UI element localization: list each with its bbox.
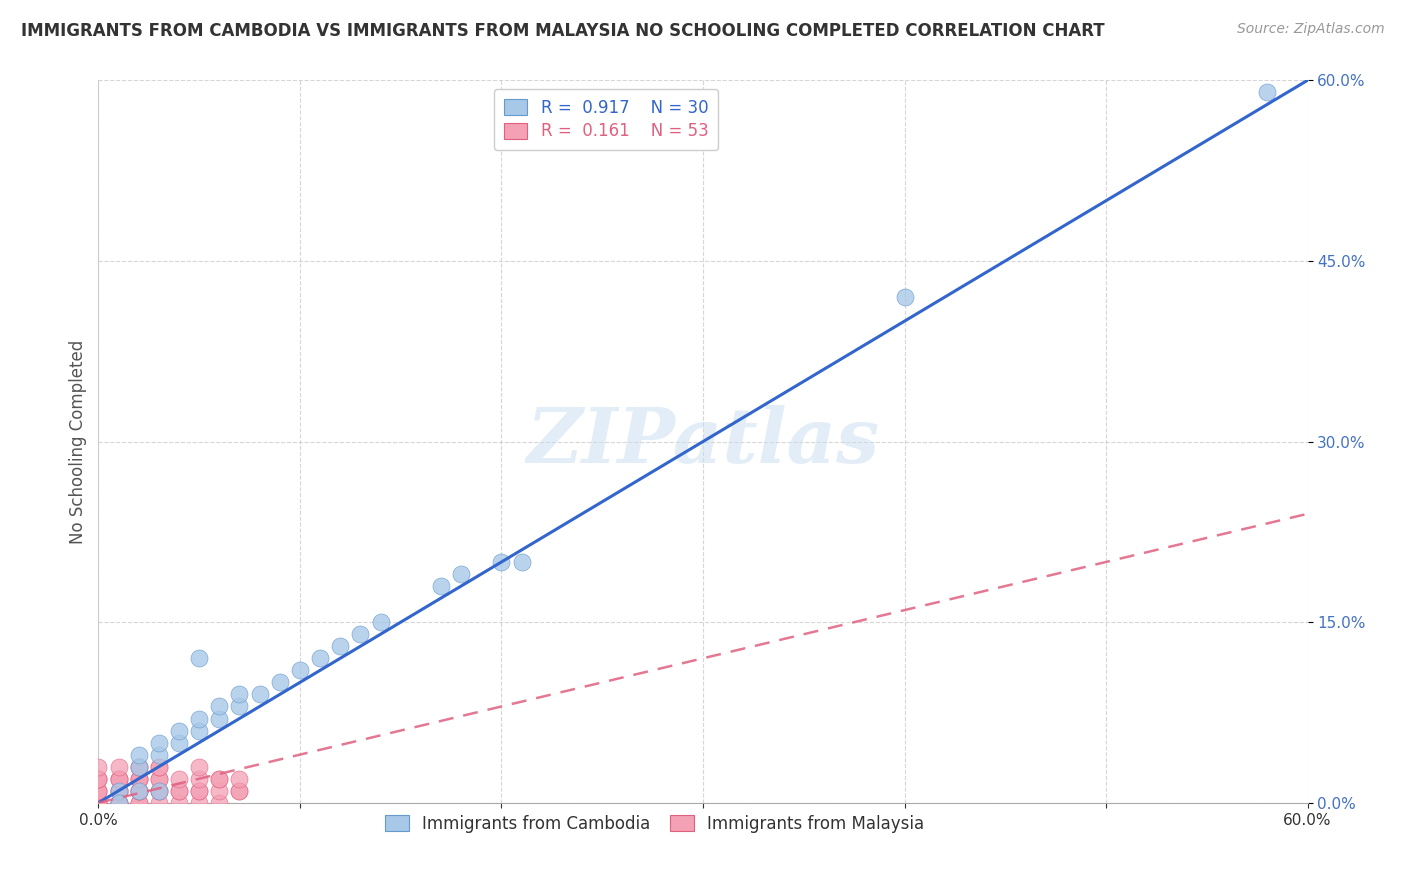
Point [208,699,231,714]
Text: ZIPatlas: ZIPatlas [526,405,880,478]
Point [128,760,150,774]
Point [128,760,150,774]
Point [87,796,110,810]
Point [228,772,250,786]
Point [208,796,231,810]
Point [107,796,129,810]
Point [107,796,129,810]
Point [430,579,453,593]
Point [148,796,170,810]
Point [148,772,170,786]
Point [208,784,231,798]
Point [107,796,129,810]
Point [188,796,211,810]
Text: Source: ZipAtlas.com: Source: ZipAtlas.com [1237,22,1385,37]
Point [107,784,129,798]
Point [128,784,150,798]
Point [450,567,472,582]
Point [491,555,513,569]
Point [128,772,150,786]
Legend: Immigrants from Cambodia, Immigrants from Malaysia: Immigrants from Cambodia, Immigrants fro… [377,806,932,841]
Point [128,772,150,786]
Point [188,784,211,798]
Point [167,796,190,810]
Point [208,772,231,786]
Point [87,772,110,786]
Point [167,723,190,738]
Point [128,772,150,786]
Point [148,772,170,786]
Point [510,555,533,569]
Point [128,760,150,774]
Point [107,772,129,786]
Point [87,784,110,798]
Point [128,784,150,798]
Point [107,772,129,786]
Point [167,735,190,749]
Text: IMMIGRANTS FROM CAMBODIA VS IMMIGRANTS FROM MALAYSIA NO SCHOOLING COMPLETED CORR: IMMIGRANTS FROM CAMBODIA VS IMMIGRANTS F… [21,22,1105,40]
Point [269,675,291,690]
Point [148,747,170,762]
Point [87,784,110,798]
Point [107,772,129,786]
Point [148,784,170,798]
Point [188,772,211,786]
Point [167,784,190,798]
Point [148,784,170,798]
Point [208,712,231,726]
Point [87,796,110,810]
Point [128,796,150,810]
Point [128,796,150,810]
Point [87,784,110,798]
Point [107,784,129,798]
Point [107,796,129,810]
Point [148,735,170,749]
Point [188,723,211,738]
Point [208,772,231,786]
Point [107,760,129,774]
Point [349,627,371,641]
Point [148,760,170,774]
Point [87,772,110,786]
Point [228,784,250,798]
Point [87,772,110,786]
Point [87,760,110,774]
Point [370,615,392,630]
Point [188,651,211,665]
Point [128,784,150,798]
Point [167,784,190,798]
Point [228,687,250,701]
Point [167,772,190,786]
Point [288,664,311,678]
Point [148,784,170,798]
Point [228,699,250,714]
Point [87,796,110,810]
Point [107,784,129,798]
Y-axis label: No Schooling Completed: No Schooling Completed [69,340,87,543]
Point [128,747,150,762]
Point [188,784,211,798]
Point [188,712,211,726]
Point [128,784,150,798]
Point [329,639,352,653]
Point [228,784,250,798]
Point [188,760,211,774]
Point [893,290,915,304]
Point [309,651,332,665]
Point [249,687,271,701]
Point [107,784,129,798]
Point [1256,85,1278,99]
Point [148,760,170,774]
